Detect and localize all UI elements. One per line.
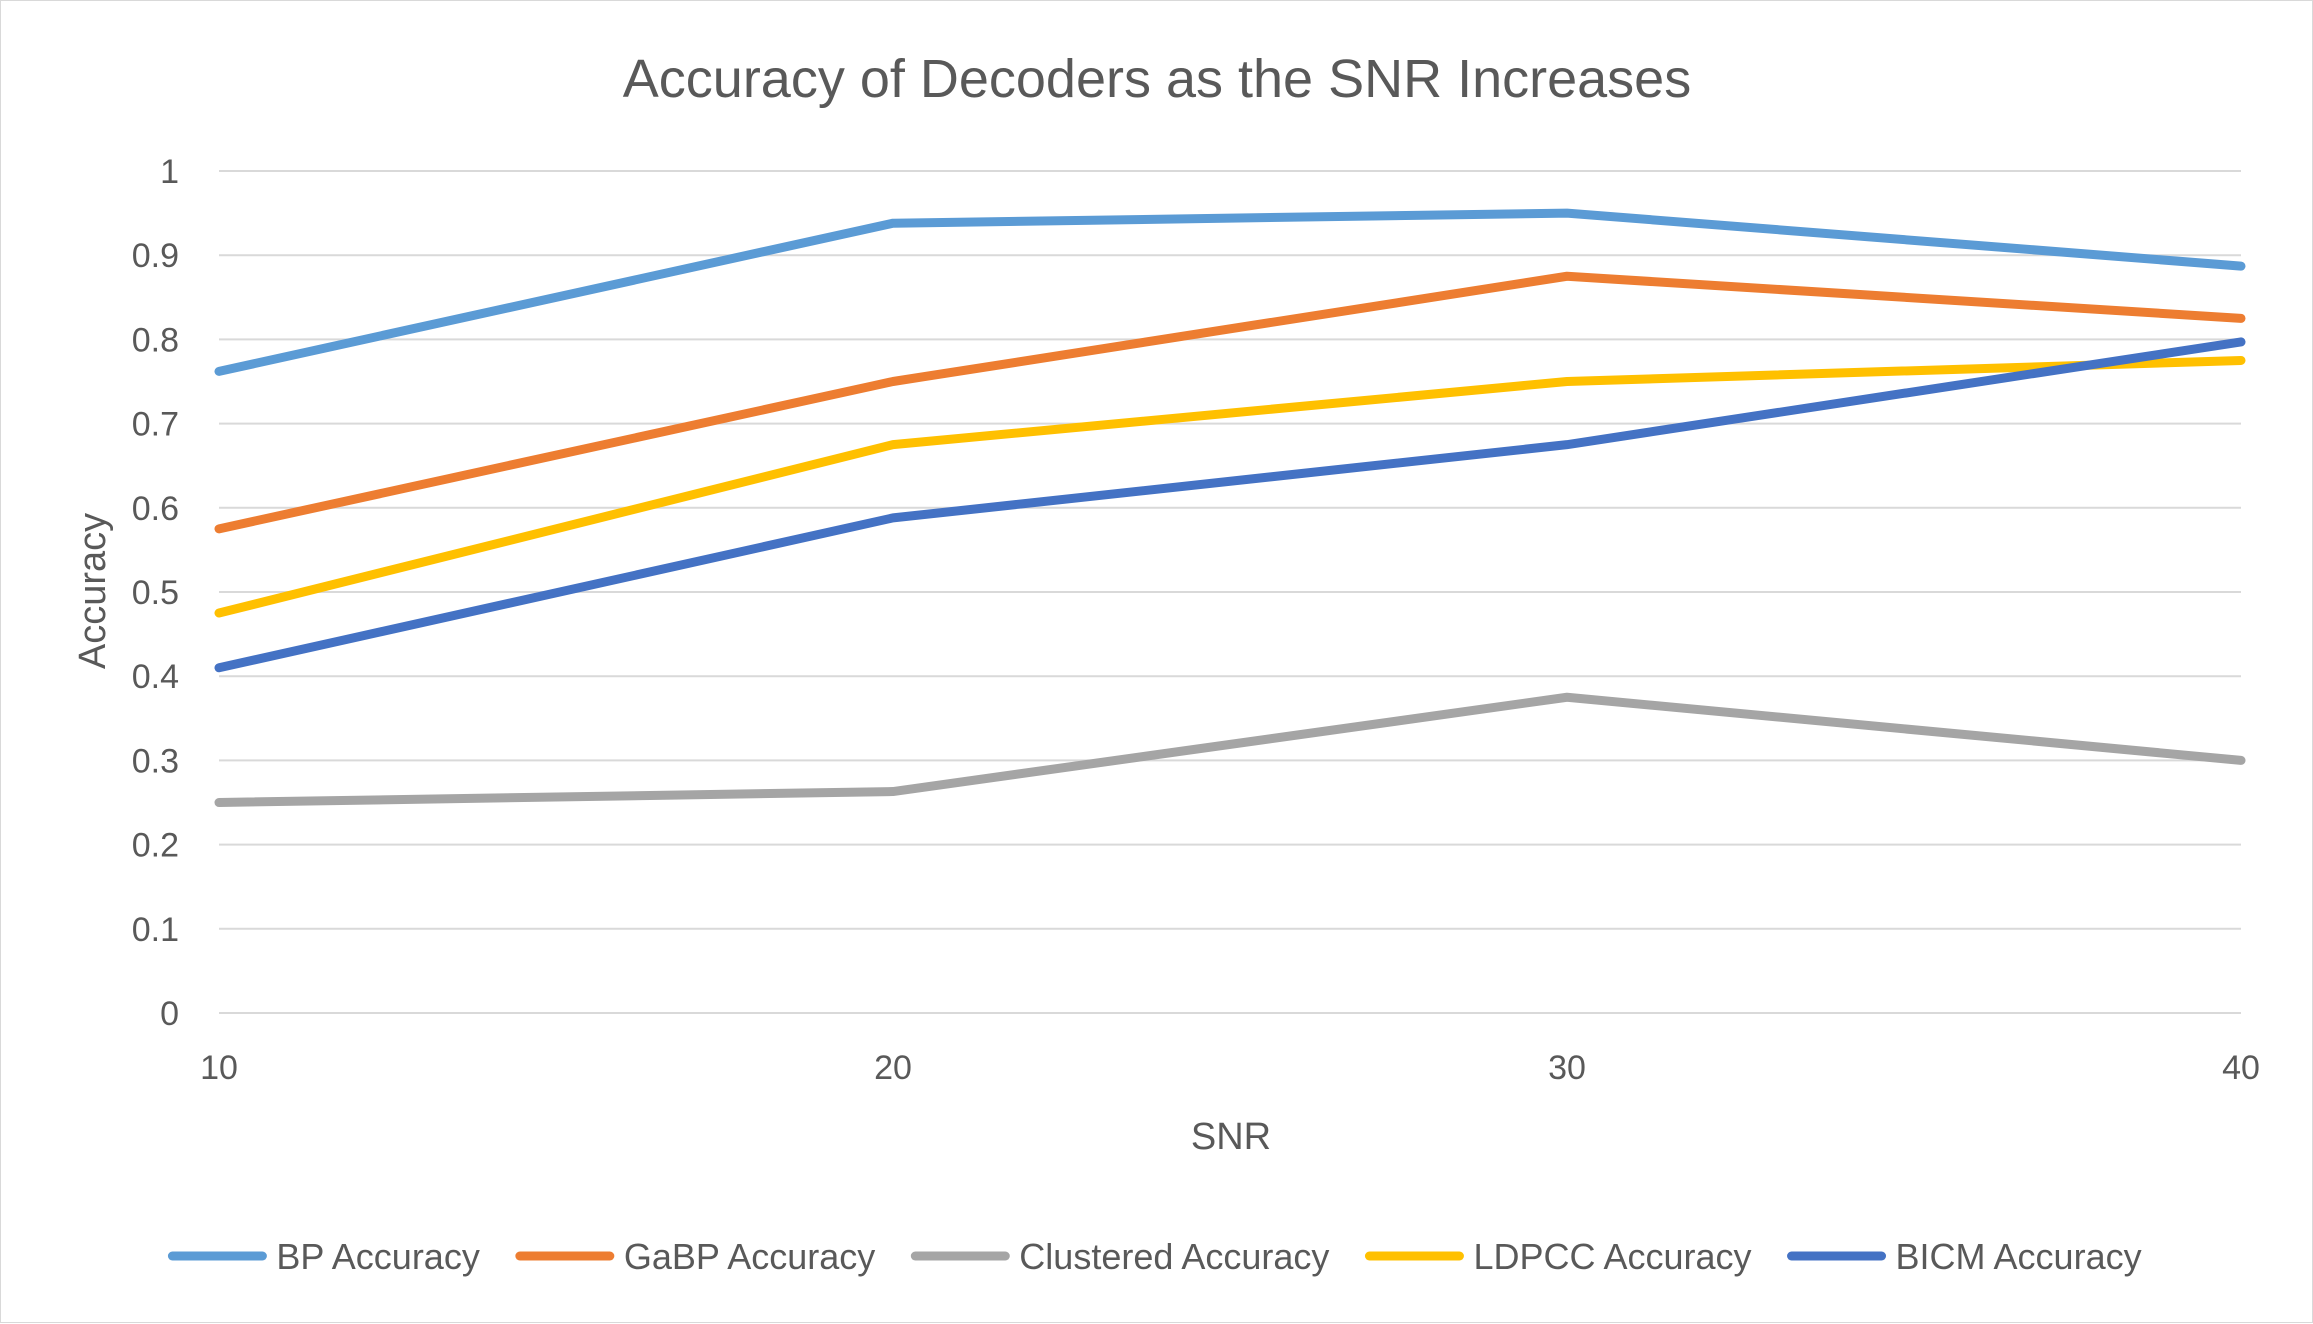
y-tick-label: 0.2 bbox=[132, 827, 179, 865]
y-axis-title: Accuracy bbox=[72, 513, 114, 669]
x-axis-title: SNR bbox=[1191, 1116, 1271, 1158]
legend-item: Clustered Accuracy bbox=[910, 1236, 1329, 1277]
y-tick-label: 0.8 bbox=[132, 321, 179, 359]
legend-item: BICM Accuracy bbox=[1787, 1236, 2142, 1277]
y-tick-label: 0 bbox=[160, 995, 179, 1033]
series-line-3 bbox=[214, 692, 2246, 807]
legend-label: LDPCC Accuracy bbox=[1473, 1236, 1751, 1277]
y-tick-label: 0.6 bbox=[132, 490, 179, 528]
legend-label: Clustered Accuracy bbox=[1019, 1236, 1329, 1277]
y-tick-label: 0.5 bbox=[132, 574, 179, 612]
legend-label: GaBP Accuracy bbox=[624, 1236, 875, 1277]
legend-label: BICM Accuracy bbox=[1896, 1236, 2142, 1277]
y-tick-label: 1 bbox=[160, 153, 179, 191]
y-tick-label: 0.1 bbox=[132, 911, 179, 949]
y-tick-label: 0.9 bbox=[132, 237, 179, 275]
series-lines bbox=[214, 208, 2246, 807]
series-line-5 bbox=[214, 337, 2246, 673]
legend-item: BP Accuracy bbox=[167, 1236, 480, 1277]
x-tick-label: 40 bbox=[2222, 1049, 2260, 1087]
legend-item: LDPCC Accuracy bbox=[1364, 1236, 1752, 1277]
x-tick-label: 30 bbox=[1548, 1049, 1586, 1087]
legend-item: GaBP Accuracy bbox=[515, 1236, 875, 1277]
x-tick-label: 20 bbox=[874, 1049, 912, 1087]
y-axis-ticks: 0 0.1 0.2 0.3 0.4 0.5 0.6 0.7 0.8 0.9 1 bbox=[132, 153, 179, 1033]
y-tick-label: 0.7 bbox=[132, 406, 179, 444]
x-axis-ticks: 10 20 30 40 bbox=[200, 1049, 2260, 1087]
y-tick-label: 0.4 bbox=[132, 658, 179, 696]
legend-label: BP Accuracy bbox=[276, 1236, 479, 1277]
y-tick-label: 0.3 bbox=[132, 742, 179, 780]
series-line-2 bbox=[214, 271, 2246, 534]
chart-title: Accuracy of Decoders as the SNR Increase… bbox=[623, 49, 1691, 109]
series-line-4 bbox=[214, 355, 2246, 618]
x-tick-label: 10 bbox=[200, 1049, 238, 1087]
series-line-1 bbox=[214, 208, 2246, 376]
legend: BP Accuracy GaBP Accuracy Clustered Accura… bbox=[167, 1236, 2142, 1277]
